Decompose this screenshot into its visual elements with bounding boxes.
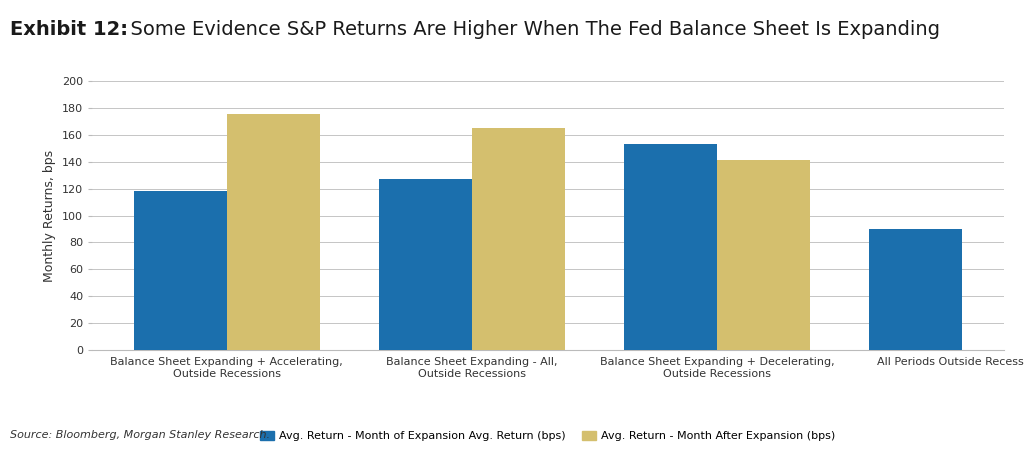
- Text: Source: Bloomberg, Morgan Stanley Research.: Source: Bloomberg, Morgan Stanley Resear…: [10, 430, 270, 440]
- Bar: [133, 191, 226, 350]
- Text: Exhibit 12:: Exhibit 12:: [10, 20, 128, 39]
- Y-axis label: Monthly Returns, bps: Monthly Returns, bps: [43, 150, 56, 282]
- Text: Some Evidence S&P Returns Are Higher When The Fed Balance Sheet Is Expanding: Some Evidence S&P Returns Are Higher Whe…: [118, 20, 940, 39]
- Bar: [624, 144, 717, 350]
- Bar: [472, 128, 565, 350]
- Legend: Avg. Return - Month of Expansion Avg. Return (bps), Avg. Return - Month After Ex: Avg. Return - Month of Expansion Avg. Re…: [260, 431, 836, 441]
- Bar: [379, 179, 472, 350]
- Bar: [869, 229, 963, 350]
- Bar: [226, 114, 319, 350]
- Bar: [717, 160, 810, 350]
